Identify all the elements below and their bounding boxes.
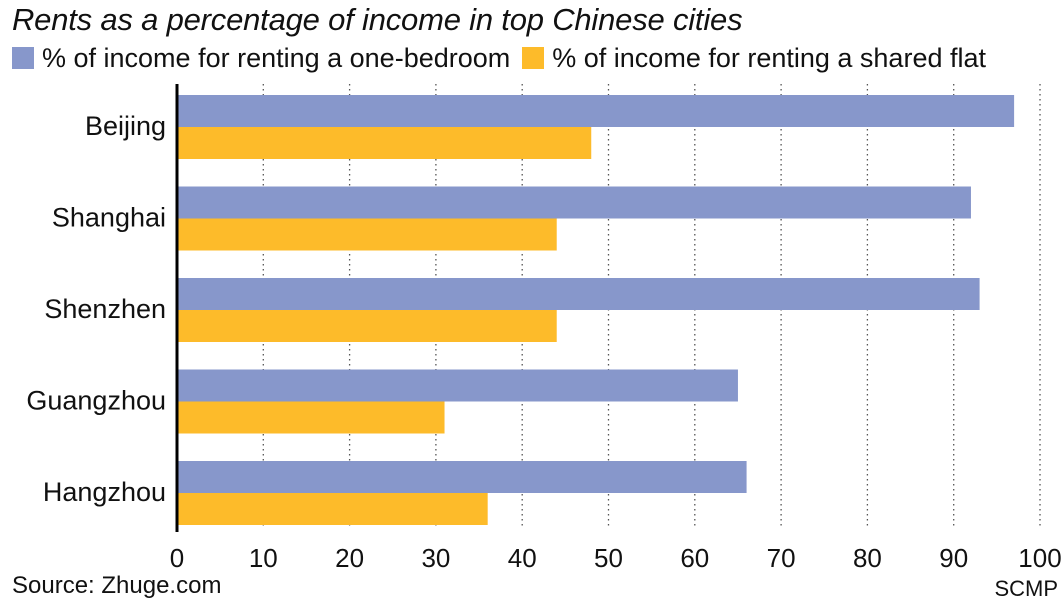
x-tick-label-10: 10 — [249, 543, 278, 573]
x-tick-label-70: 70 — [767, 543, 796, 573]
category-label-shanghai: Shanghai — [52, 203, 166, 233]
category-label-shenzhen: Shenzhen — [44, 294, 166, 324]
bar-beijing-shared-flat — [177, 127, 592, 159]
legend-label-one-bedroom: % of income for renting a one-bedroom — [42, 42, 511, 73]
x-tick-label-30: 30 — [421, 543, 450, 573]
chart-legend: % of income for renting a one-bedroom % … — [12, 40, 998, 76]
category-label-guangzhou: Guangzhou — [26, 386, 166, 416]
x-tick-label-40: 40 — [508, 543, 537, 573]
x-tick-label-100: 100 — [1018, 543, 1061, 573]
bar-guangzhou-one-bedroom — [177, 369, 738, 402]
bar-beijing-one-bedroom — [177, 95, 1015, 127]
bar-hangzhou-shared-flat — [177, 493, 488, 525]
bar-shanghai-one-bedroom — [177, 186, 971, 219]
legend-swatch-one-bedroom — [12, 47, 34, 69]
bar-shenzhen-shared-flat — [177, 310, 557, 342]
x-tick-label-50: 50 — [594, 543, 623, 573]
source-note: Source: Zhuge.com — [12, 572, 222, 599]
x-tick-label-80: 80 — [853, 543, 882, 573]
x-tick-label-90: 90 — [939, 543, 968, 573]
bar-shanghai-shared-flat — [177, 218, 557, 251]
x-tick-label-20: 20 — [335, 543, 364, 573]
bar-guangzhou-shared-flat — [177, 401, 445, 434]
legend-item-shared-flat: % of income for renting a shared flat — [522, 43, 986, 74]
legend-item-one-bedroom: % of income for renting a one-bedroom — [12, 43, 510, 74]
bar-hangzhou-one-bedroom — [177, 461, 747, 493]
bar-shenzhen-one-bedroom — [177, 278, 980, 310]
x-tick-label-60: 60 — [680, 543, 709, 573]
legend-label-shared-flat: % of income for renting a shared flat — [552, 42, 986, 73]
chart-title: Rents as a percentage of income in top C… — [12, 2, 743, 37]
category-label-beijing: Beijing — [85, 111, 166, 141]
legend-swatch-shared-flat — [522, 47, 545, 69]
category-label-hangzhou: Hangzhou — [43, 477, 166, 507]
credit-label: SCMP — [994, 576, 1058, 601]
x-tick-label-0: 0 — [170, 543, 184, 573]
